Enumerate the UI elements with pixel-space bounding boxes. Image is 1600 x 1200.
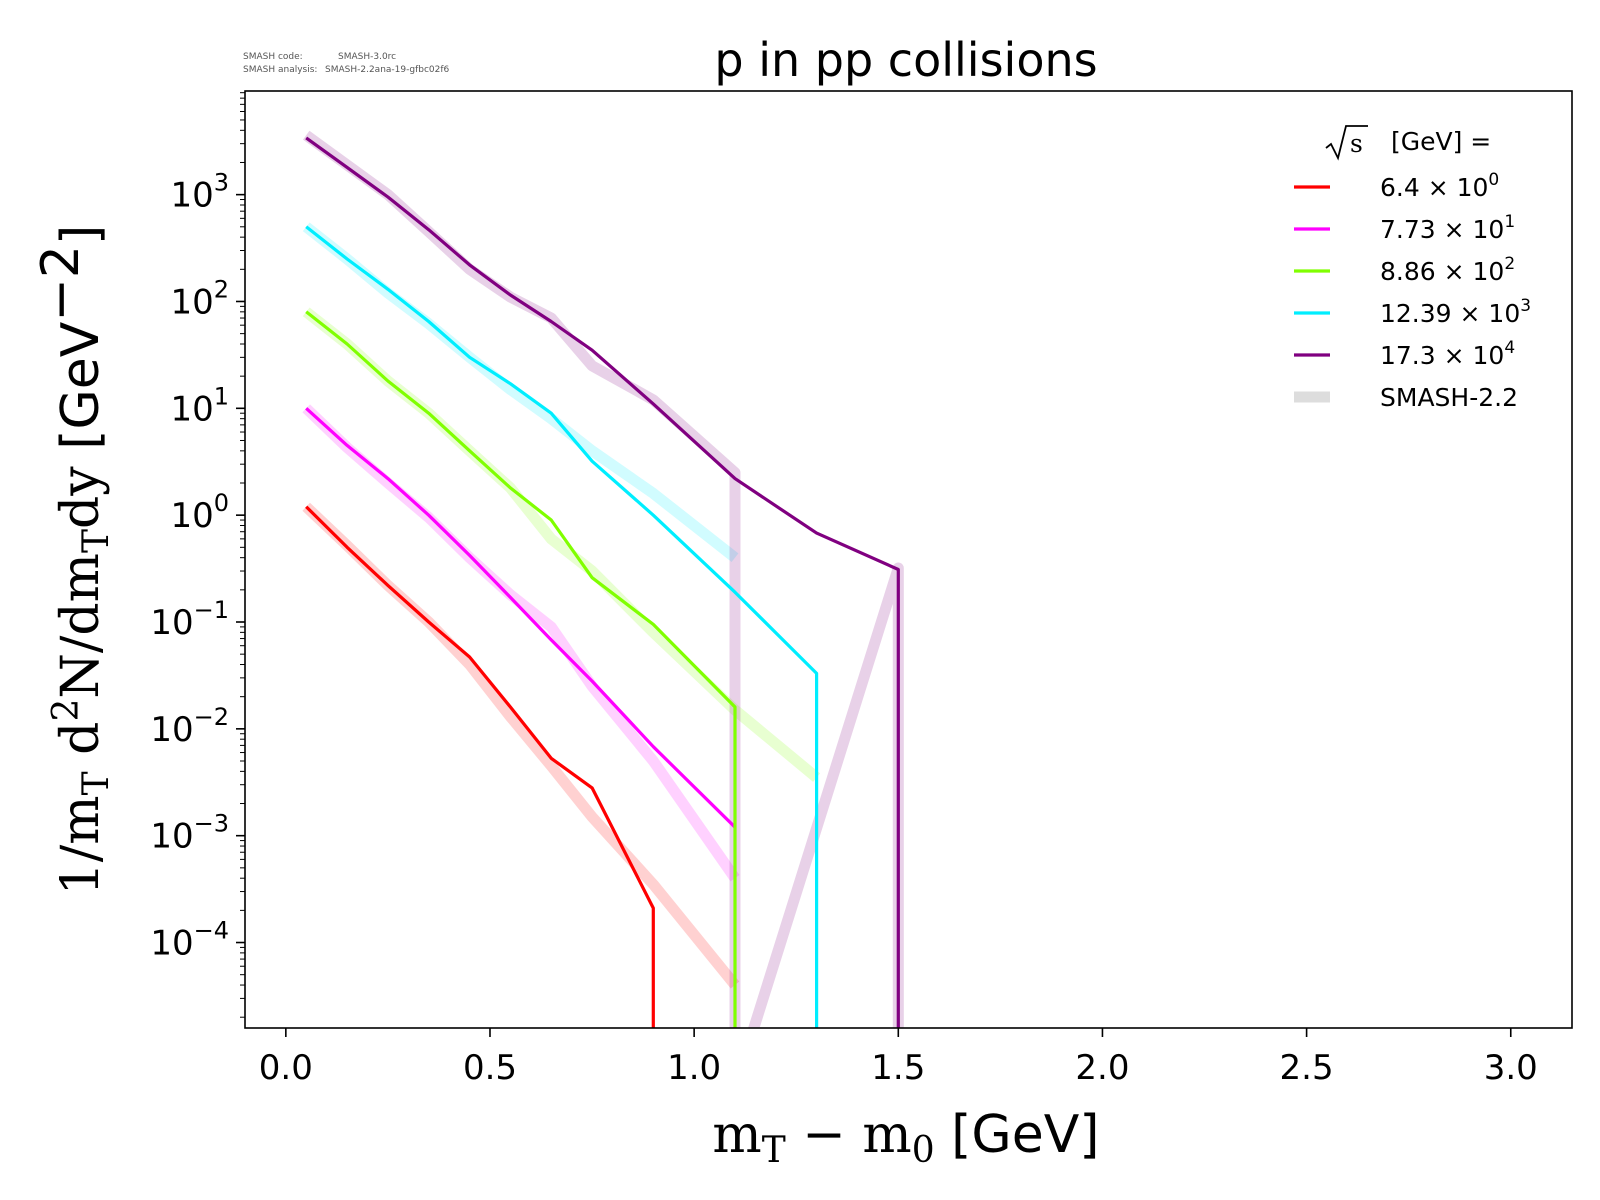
y-axis-ticks: 103 102 101 100 10−1 10−2 10−3 10−4 (150, 92, 245, 1018)
y-tick-label-1: 102 (170, 275, 229, 322)
x-tick-label-0: 0.0 (259, 1048, 313, 1088)
y-tick-label-4: 10−1 (150, 596, 229, 643)
x-axis-label: mT − m0 [GeV] (712, 1105, 1099, 1171)
meta-code-value: SMASH-3.0rc (338, 52, 396, 62)
meta-code-key: SMASH code: (243, 52, 303, 62)
y-tick-label-2: 101 (170, 382, 229, 429)
x-tick-label-5: 2.5 (1280, 1048, 1334, 1088)
legend-label-reference: SMASH-2.2 (1380, 383, 1518, 412)
y-tick-label-0: 103 (170, 169, 229, 216)
x-tick-label-4: 2.0 (1075, 1048, 1129, 1088)
series-line-1 (305, 407, 737, 829)
legend: s [GeV] = 6.4 × 100 7.73 × 101 8.86 × 102 1… (1294, 125, 1531, 412)
y-tick-label-3: 100 (170, 489, 229, 536)
series-line-3 (305, 225, 819, 1028)
y-tick-label-5: 10−2 (150, 703, 229, 750)
legend-label-1: 7.73 × 101 (1380, 212, 1515, 244)
chart-title: p in pp collisions (714, 33, 1097, 87)
reference-line-0 (302, 502, 740, 989)
legend-title-sqrt-arg: s (1350, 129, 1363, 158)
series-line-0 (305, 505, 655, 1028)
legend-label-4: 17.3 × 104 (1380, 338, 1515, 370)
x-tick-label-2: 1.0 (667, 1048, 721, 1088)
version-meta: SMASH code: SMASH-3.0rc SMASH analysis: … (243, 52, 450, 75)
plot-frame (244, 90, 1573, 1029)
series-line-2 (305, 310, 737, 1028)
x-tick-label-1: 0.5 (463, 1048, 517, 1088)
legend-label-0: 6.4 × 100 (1380, 170, 1499, 202)
y-tick-label-6: 10−3 (150, 810, 229, 857)
reference-line-4 (302, 130, 904, 1028)
legend-title-text: [GeV] = (1391, 127, 1491, 156)
series-line-4 (305, 136, 900, 1028)
legend-label-2: 8.86 × 102 (1380, 254, 1515, 286)
series-layer (305, 136, 900, 1028)
y-tick-label-7: 10−4 (150, 917, 229, 964)
legend-title: s [GeV] = (1325, 125, 1491, 161)
x-axis-ticks: 0.0 0.5 1.0 1.5 2.0 2.5 3.0 (259, 1028, 1538, 1088)
legend-entries: 6.4 × 100 7.73 × 101 8.86 × 102 12.39 × 103… (1294, 170, 1531, 412)
sqrt-icon (1325, 125, 1368, 161)
x-tick-label-3: 1.5 (871, 1048, 925, 1088)
y-axis-label: 1/mT d2N/dmTdy [GeV−2] (31, 225, 117, 896)
legend-label-3: 12.39 × 103 (1380, 296, 1531, 328)
x-tick-label-6: 3.0 (1484, 1048, 1538, 1088)
meta-analysis-key: SMASH analysis: (243, 65, 317, 75)
meta-analysis-value: SMASH-2.2ana-19-gfbc02f6 (325, 65, 450, 75)
reference-series-layer (302, 130, 904, 1028)
